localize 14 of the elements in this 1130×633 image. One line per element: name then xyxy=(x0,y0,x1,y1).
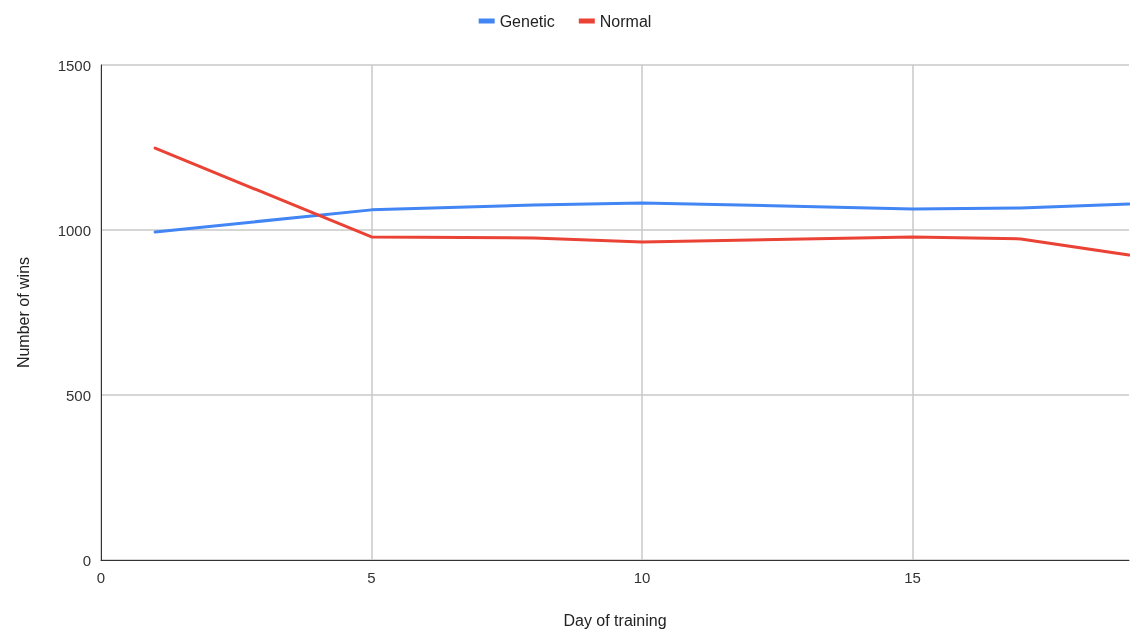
y-tick-label: 1000 xyxy=(57,221,91,239)
line-series xyxy=(153,146,1130,257)
x-axis-title: Day of training xyxy=(563,611,667,629)
x-tick-label: 0 xyxy=(96,569,106,586)
y-tick-label: 500 xyxy=(65,386,91,404)
x-tick-label: 10 xyxy=(633,569,651,586)
x-tick-label: 15 xyxy=(904,569,921,586)
line-series xyxy=(153,201,1130,234)
y-tick-label: 1500 xyxy=(57,56,91,74)
legend-label: Genetic xyxy=(499,12,555,30)
x-tick-label: 5 xyxy=(367,569,376,586)
y-tick-label: 0 xyxy=(82,551,91,569)
legend-label: Normal xyxy=(599,12,652,30)
y-axis-title: Number of wins xyxy=(14,256,32,369)
